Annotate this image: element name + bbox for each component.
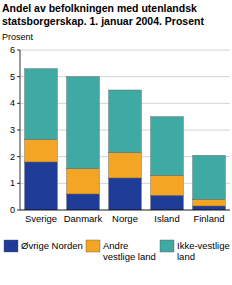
bar-segment xyxy=(25,162,58,210)
legend-swatch xyxy=(86,240,100,252)
tick-mark xyxy=(17,183,20,184)
category-label: Finland xyxy=(193,213,224,224)
y-axis-label: Prosent xyxy=(2,32,34,42)
tick-label: 2 xyxy=(10,152,15,162)
tick-label: 4 xyxy=(10,98,15,108)
tick-mark xyxy=(17,76,20,77)
bar-segment xyxy=(67,169,100,194)
legend-line: Andre xyxy=(103,240,128,251)
y-axis xyxy=(20,50,21,210)
legend-line: Ikke-vestlige xyxy=(177,240,230,251)
category-label: Norge xyxy=(112,213,138,224)
bar-segment xyxy=(109,153,142,178)
x-axis xyxy=(20,210,230,211)
tick-mark xyxy=(17,210,20,211)
bar-segment xyxy=(109,90,142,153)
tick-mark xyxy=(17,50,20,51)
tick-label: 6 xyxy=(10,45,15,55)
chart: Andel av befolkningen med utenlandskstat… xyxy=(0,0,232,285)
bar-segment xyxy=(151,195,184,210)
legend-label: Øvrige Norden xyxy=(21,240,83,251)
tick-label: 5 xyxy=(10,72,15,82)
bar-segment xyxy=(151,117,184,176)
grid-line xyxy=(20,210,230,211)
tick-label: 3 xyxy=(10,125,15,135)
tick-label: 1 xyxy=(10,178,15,188)
tick-label: 0 xyxy=(10,205,15,215)
category-label: Sverige xyxy=(25,213,57,224)
legend-swatch xyxy=(4,240,18,252)
bar-segment xyxy=(193,206,226,210)
title: Andel av befolkningen med utenlandskstat… xyxy=(2,2,204,27)
legend-line: vestlige land xyxy=(103,251,156,262)
grid-line xyxy=(20,50,230,51)
category-label: Island xyxy=(154,213,179,224)
legend-line: land xyxy=(177,251,195,262)
legend-label: Ikke-vestligeland xyxy=(177,240,230,262)
bar-segment xyxy=(67,194,100,210)
title-line: statsborgerskap. 1. januar 2004. Prosent xyxy=(2,15,204,27)
title-line: Andel av befolkningen med utenlandsk xyxy=(2,2,197,14)
category-label: Danmark xyxy=(64,213,103,224)
legend-label: Andrevestlige land xyxy=(103,240,156,262)
bar-segment xyxy=(193,199,226,206)
bar-segment xyxy=(151,175,184,195)
tick-mark xyxy=(17,103,20,104)
bar-segment xyxy=(193,155,226,199)
bar-segment xyxy=(109,178,142,210)
tick-mark xyxy=(17,156,20,157)
bars xyxy=(25,69,226,210)
legend-swatch xyxy=(160,240,174,252)
bar-segment xyxy=(25,69,58,140)
bar-segment xyxy=(25,139,58,162)
tick-mark xyxy=(17,130,20,131)
bar-segment xyxy=(67,77,100,169)
